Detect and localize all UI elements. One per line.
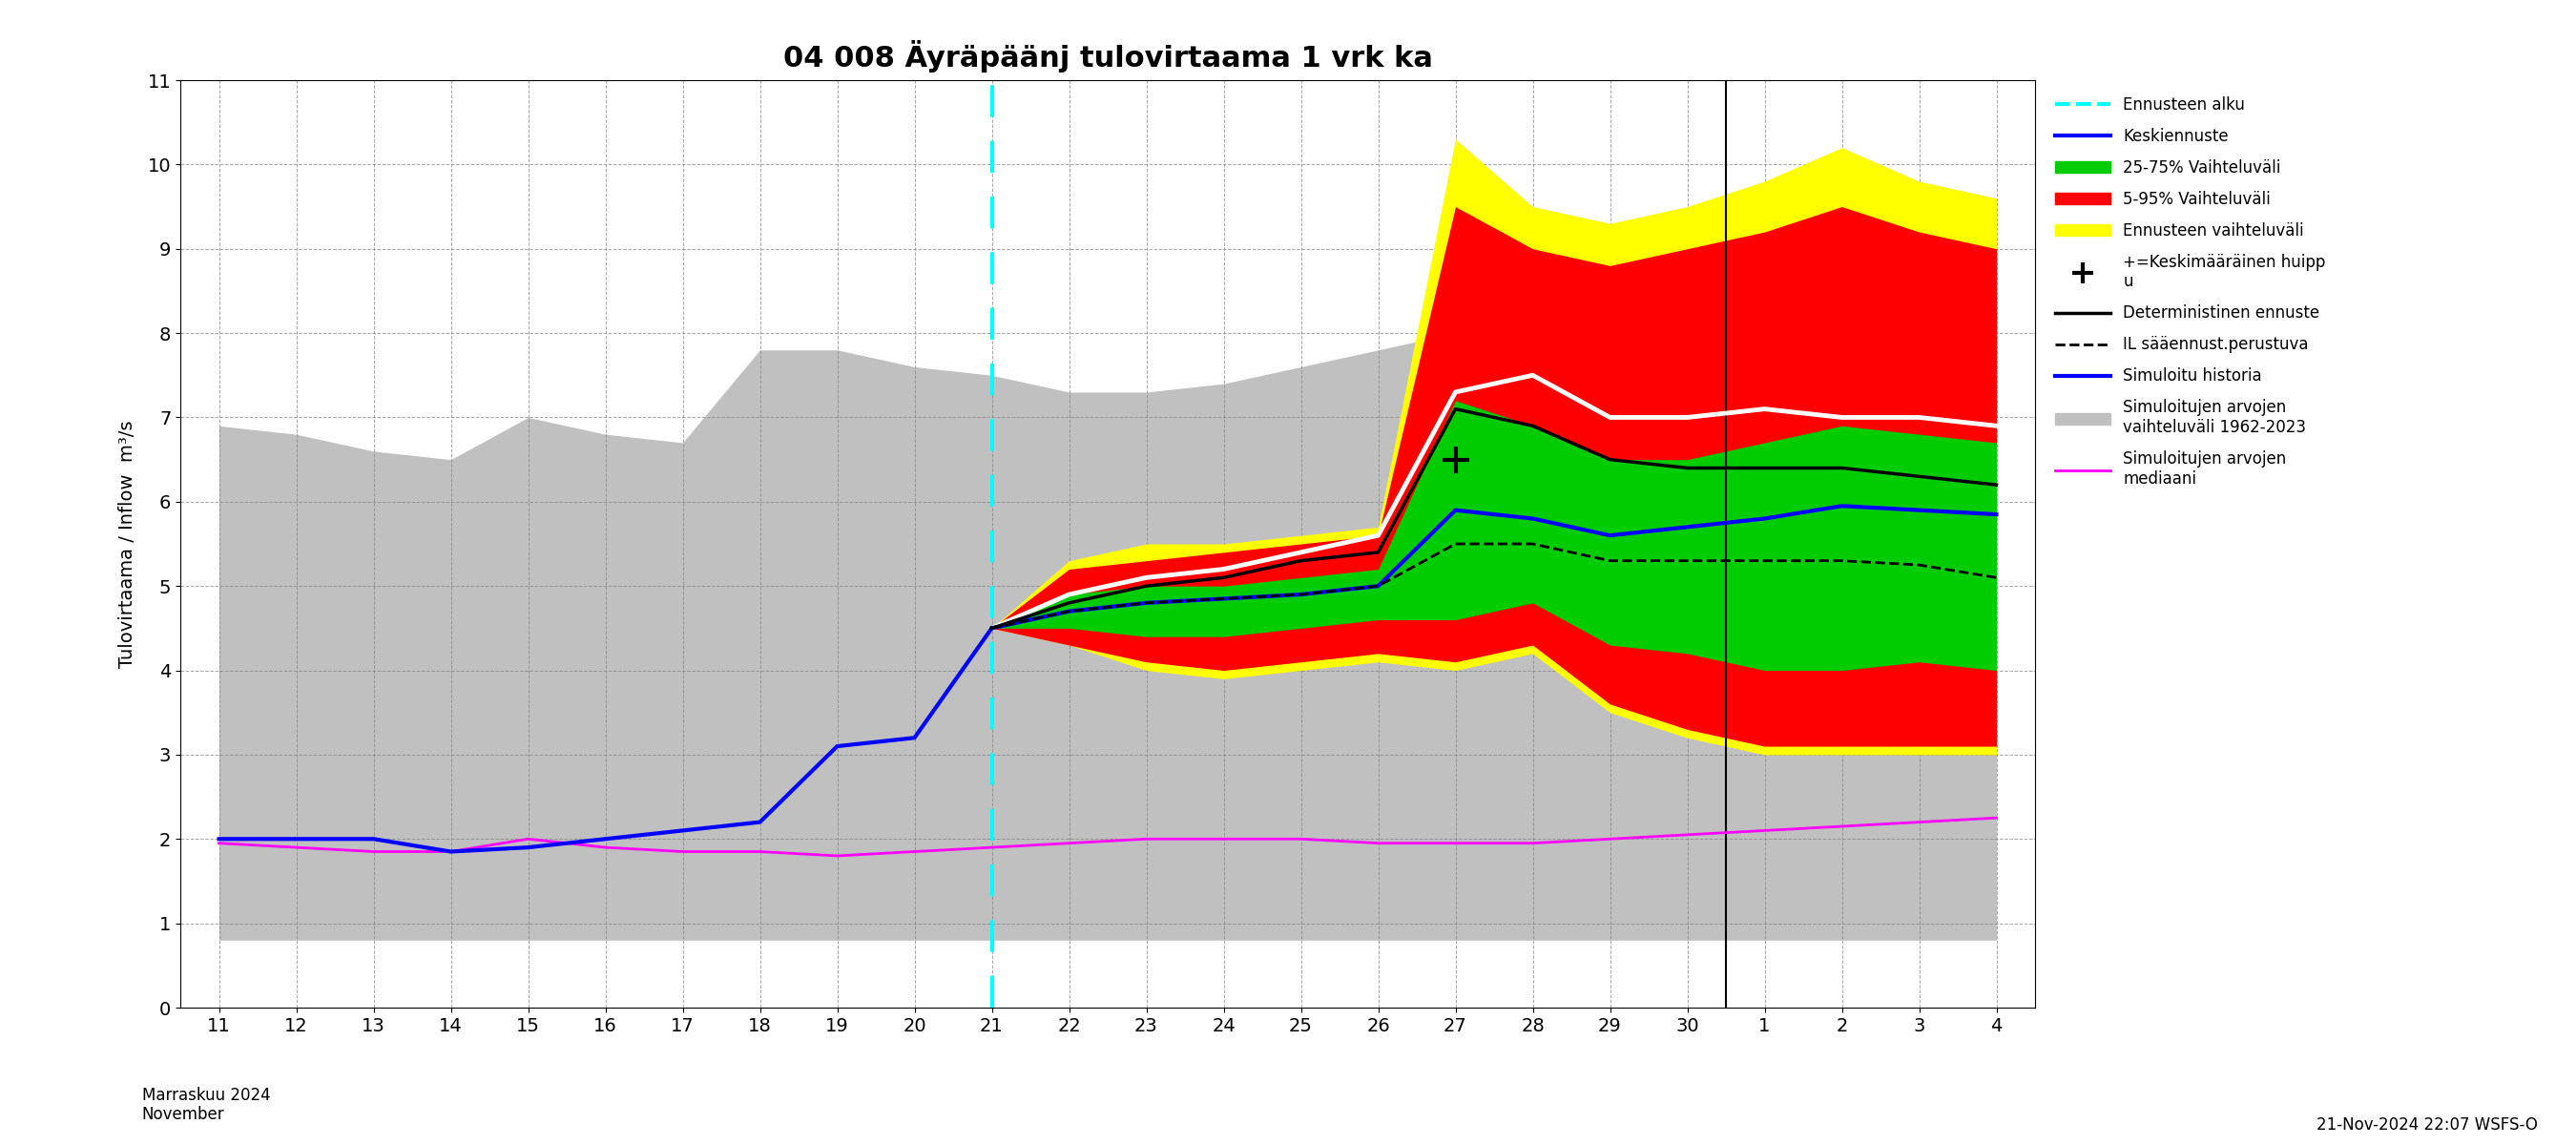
Title: 04 008 Äyräpäänj tulovirtaama 1 vrk ka: 04 008 Äyräpäänj tulovirtaama 1 vrk ka <box>783 40 1432 72</box>
Text: 21-Nov-2024 22:07 WSFS-O: 21-Nov-2024 22:07 WSFS-O <box>2316 1116 2537 1134</box>
Y-axis label: Tulovirtaama / Inflow  m³/s: Tulovirtaama / Inflow m³/s <box>118 420 137 668</box>
Legend: Ennusteen alku, Keskiennuste, 25-75% Vaihteluväli, 5-95% Vaihteluväli, Ennusteen: Ennusteen alku, Keskiennuste, 25-75% Vai… <box>2048 88 2334 496</box>
Text: Marraskuu 2024
November: Marraskuu 2024 November <box>142 1087 270 1123</box>
